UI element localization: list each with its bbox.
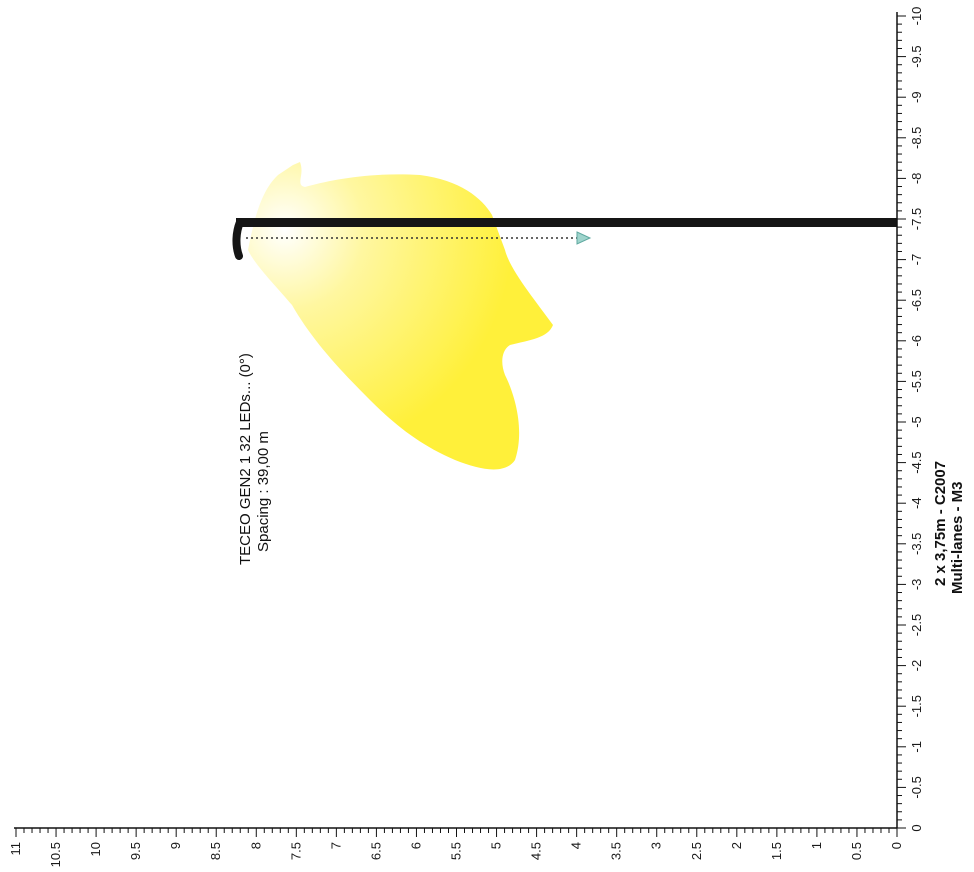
right-axis-labels: 0 -0.5 -1 -1.5 -2 -2.5 -3 -3.5 -4 -4.5 -5 -5.5 -6 -6.… (909, 7, 924, 832)
bottom-tick-label: 0 (889, 842, 904, 849)
bottom-tick-label: 9.5 (128, 842, 143, 860)
right-tick-label: -5.5 (909, 370, 924, 392)
bottom-tick-label: 8.5 (208, 842, 223, 860)
right-axis-ticks (897, 15, 906, 829)
bottom-tick-label: 2 (729, 842, 744, 849)
right-tick-label: 0 (909, 824, 924, 831)
bottom-tick-label: 7.5 (288, 842, 303, 860)
bottom-tick-label: 4.5 (529, 842, 544, 860)
luminaire-name: TECEO GEN2 1 32 LEDs... (0°) (237, 353, 254, 565)
right-tick-label: -3.5 (909, 533, 924, 555)
luminaire-head (232, 218, 244, 260)
right-tick-label: -6.5 (909, 289, 924, 311)
right-tick-label: -6 (909, 335, 924, 347)
right-tick-label: -3 (909, 579, 924, 591)
bottom-tick-label: 7 (328, 842, 343, 849)
bottom-tick-label: 1.5 (769, 842, 784, 860)
bottom-tick-label: 1 (809, 842, 824, 849)
right-tick-label: -10 (909, 7, 924, 26)
bottom-tick-label: 3.5 (609, 842, 624, 860)
bottom-tick-label: 4 (569, 842, 584, 849)
pole-arm (236, 218, 897, 227)
right-tick-label: -5 (909, 416, 924, 428)
right-tick-label: -4 (909, 497, 924, 509)
bottom-tick-label: 6.5 (368, 842, 383, 860)
right-tick-label: -9.5 (909, 45, 924, 67)
bottom-tick-label: 8 (248, 842, 263, 849)
bottom-tick-label: 9 (168, 842, 183, 849)
right-tick-label: -2 (909, 660, 924, 672)
right-tick-label: -9 (909, 91, 924, 103)
right-tick-label: -1 (909, 741, 924, 753)
road-lighting-class: Multi-lanes - M3 (949, 481, 966, 594)
right-tick-label: -8 (909, 173, 924, 185)
road-profile: 2 x 3,75m - C2007 (932, 461, 949, 586)
bottom-tick-label: 5 (489, 842, 504, 849)
right-tick-label: -7.5 (909, 208, 924, 230)
bottom-tick-label: 2.5 (689, 842, 704, 860)
right-tick-label: -4.5 (909, 451, 924, 473)
bottom-axis-ticks (15, 828, 898, 837)
bottom-tick-label: 10 (88, 842, 103, 856)
light-beam-footprint (248, 162, 553, 470)
luminaire-spacing: Spacing : 39,00 m (255, 431, 272, 552)
bottom-tick-label: 6 (408, 842, 423, 849)
bottom-tick-label: 3 (649, 842, 664, 849)
bottom-tick-label: 5.5 (449, 842, 464, 860)
right-tick-label: -1.5 (909, 695, 924, 717)
right-tick-label: -7 (909, 254, 924, 266)
right-tick-label: -8.5 (909, 127, 924, 149)
bottom-tick-label: 0.5 (849, 842, 864, 860)
bottom-tick-label: 10.5 (48, 842, 63, 867)
right-tick-label: -2.5 (909, 614, 924, 636)
bottom-axis-labels: 0 0.5 1 1.5 2 2.5 3 3.5 4 4.5 5 5.5 6 6.5 7 7.5 8 8.5 9 9.5… (8, 842, 904, 867)
bottom-tick-label: 11 (8, 842, 23, 856)
right-tick-label: -0.5 (909, 776, 924, 798)
orientation-arrow-head (576, 231, 592, 245)
